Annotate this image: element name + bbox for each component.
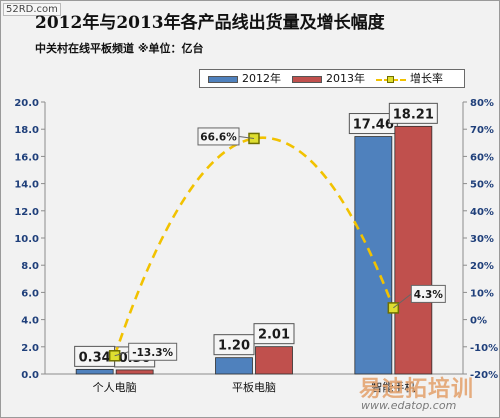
bar-data-label: 18.21: [393, 107, 434, 122]
growth-rate-leader: [114, 351, 129, 357]
bar-2012: [75, 368, 114, 375]
y-right-tick-label: 70%: [470, 125, 494, 136]
y-left-tick-label: 20.0: [14, 98, 39, 109]
chart-legend: 2012年 2013年 增长率: [199, 69, 465, 88]
legend-swatch-2012: [208, 75, 238, 83]
y-right-tick-label: -10%: [470, 343, 498, 354]
y-left-tick-label: 12.0: [14, 207, 39, 218]
y-right-tick-label: 40%: [470, 207, 494, 218]
y-right-tick-label: 80%: [470, 98, 494, 109]
legend-item-2012: 2012年: [208, 72, 281, 86]
bar-data-label: 0.34: [79, 350, 111, 365]
bar-data-label: 1.20: [218, 339, 250, 354]
legend-label-growth: 增长率: [410, 72, 443, 85]
bar-2013: [255, 346, 293, 375]
watermark-bottom-url: www.edatop.com: [361, 399, 457, 412]
y-right-tick-label: 30%: [470, 234, 494, 245]
legend-label-2012: 2012年: [242, 72, 281, 85]
growth-rate-label: -13.3%: [132, 347, 173, 359]
y-left-tick-label: 8.0: [21, 261, 39, 272]
y-left-tick-label: 16.0: [14, 152, 39, 163]
growth-rate-label-box: [128, 342, 178, 361]
legend-swatch-2013: [292, 75, 322, 83]
bar-2013: [115, 369, 154, 375]
growth-rate-label: 4.3%: [414, 289, 444, 301]
y-left-tick-label: 0.0: [21, 370, 39, 381]
y-right-tick-label: 50%: [470, 180, 494, 191]
bar-data-label-box: [213, 334, 255, 356]
chart-title: 2012年与2013年各产品线出货量及增长幅度: [35, 13, 385, 33]
bar-data-label-box: [253, 323, 295, 345]
bar-data-label: 17.46: [353, 118, 394, 133]
y-left-tick-label: 18.0: [14, 125, 39, 136]
y-left-tick-label: 4.0: [21, 316, 39, 327]
legend-item-growth: 增长率: [376, 72, 443, 86]
bar-data-label: 2.01: [258, 328, 290, 343]
y-left-tick-label: 10.0: [14, 234, 39, 245]
x-tick-label: 智能手机: [371, 380, 415, 394]
growth-rate-leader: [393, 293, 412, 309]
legend-item-2013: 2013年: [292, 72, 365, 86]
y-right-tick-label: 20%: [470, 261, 494, 272]
legend-swatch-growth: [376, 75, 406, 83]
y-left-tick-label: 6.0: [21, 288, 39, 299]
x-tick-label: 个人电脑: [93, 381, 137, 394]
y-right-tick-label: 0%: [470, 316, 487, 327]
chart-subtitle: 中关村在线平板频道 ※单位：亿台: [35, 42, 204, 55]
y-right-tick-label: 60%: [470, 152, 494, 163]
bar-2012: [354, 136, 393, 375]
y-left-tick-label: 2.0: [21, 343, 39, 354]
bar-data-label-box: [388, 102, 438, 124]
growth-rate-label-box: [197, 127, 240, 146]
watermark-top-left: 52RD.com: [3, 3, 61, 16]
growth-rate-line: [113, 136, 395, 357]
legend-label-2013: 2013年: [326, 72, 365, 85]
growth-rate-leader: [238, 135, 255, 139]
y-right-tick-label: -20%: [470, 370, 498, 381]
bar-2013: [394, 125, 433, 375]
bar-2012: [215, 357, 253, 375]
x-tick-label: 平板电脑: [232, 380, 276, 394]
growth-rate-label-box: [410, 284, 446, 303]
y-left-tick-label: 14.0: [14, 180, 39, 191]
growth-rate-label: 66.6%: [200, 131, 237, 143]
watermark-bottom-logo: 易迪拓培训: [359, 377, 475, 402]
y-right-tick-label: 10%: [470, 288, 494, 299]
